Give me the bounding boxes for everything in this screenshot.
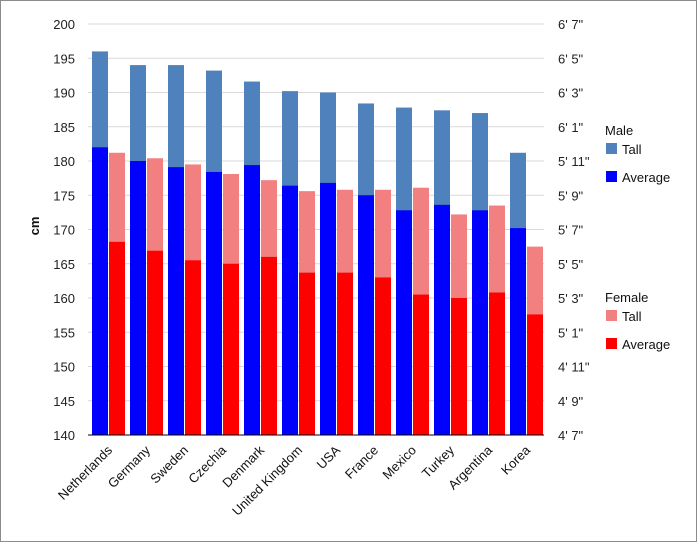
- y-tick-label: 145: [53, 394, 75, 409]
- bar-female-average: [147, 250, 163, 435]
- bars: [92, 51, 543, 436]
- y-tick-label: 190: [53, 86, 75, 101]
- y-tick-label: 160: [53, 291, 75, 306]
- bar-male-average: [434, 204, 450, 435]
- bar-male-average: [396, 210, 412, 435]
- y-tick-label: 185: [53, 120, 75, 135]
- y-tick-label: 140: [53, 428, 75, 443]
- bar-male-average: [472, 210, 488, 435]
- y2-tick-label: 5' 1": [558, 325, 584, 340]
- category-labels: NetherlandsGermanySwedenCzechiaDenmarkUn…: [55, 442, 534, 519]
- bar-male-average: [282, 185, 298, 435]
- legend-label: Average: [622, 337, 670, 352]
- y2-tick-label: 6' 5": [558, 51, 584, 66]
- legend-swatch: [606, 171, 617, 182]
- y2-tick-label: 5' 3": [558, 291, 584, 306]
- y2-tick-label: 6' 7": [558, 17, 584, 32]
- legend-swatch: [606, 310, 617, 321]
- y-tick-label: 165: [53, 257, 75, 272]
- y2-axis-ticks: 4' 7" 4' 9" 4' 11" 5' 1" 5' 3" 5' 5" 5' 7" 5' 9…: [558, 17, 590, 443]
- y2-tick-label: 6' 3": [558, 86, 584, 101]
- category-label: Korea: [498, 442, 534, 478]
- bar-female-average: [375, 277, 391, 435]
- bar-female-average: [489, 292, 505, 435]
- category-label: Mexico: [379, 443, 419, 483]
- bar-male-average: [130, 161, 146, 435]
- bar-female-average: [109, 241, 125, 435]
- legend-group-title: Male: [605, 123, 633, 138]
- bar-male-average: [92, 147, 108, 436]
- y-tick-label: 195: [53, 51, 75, 66]
- y2-tick-label: 5' 5": [558, 257, 584, 272]
- bar-female-average: [451, 298, 467, 435]
- y-tick-label: 175: [53, 188, 75, 203]
- y-tick-label: 155: [53, 325, 75, 340]
- legend-swatch: [606, 338, 617, 349]
- legend-label: Tall: [622, 142, 642, 157]
- y-axis-label: cm: [27, 217, 42, 236]
- legend-swatch: [606, 143, 617, 154]
- bar-male-average: [320, 182, 336, 435]
- y-tick-label: 170: [53, 223, 75, 238]
- y2-tick-label: 6' 1": [558, 120, 584, 135]
- bar-male-average: [510, 228, 526, 435]
- bar-female-average: [527, 314, 543, 435]
- y2-tick-label: 5' 7": [558, 223, 584, 238]
- category-label: USA: [314, 442, 344, 472]
- y2-tick-label: 4' 7": [558, 428, 584, 443]
- y2-tick-label: 4' 11": [558, 360, 590, 375]
- legend-group-title: Female: [605, 290, 648, 305]
- bar-male-average: [206, 171, 222, 435]
- bar-female-average: [299, 272, 315, 435]
- category-label: France: [342, 443, 381, 482]
- category-label: Sweden: [147, 443, 191, 487]
- bar-female-average: [185, 260, 201, 435]
- gridlines: [88, 23, 544, 436]
- category-label: United Kingdom: [229, 443, 305, 519]
- y-tick-label: 150: [53, 360, 75, 375]
- bar-male-average: [168, 167, 184, 436]
- category-label: Germany: [105, 442, 154, 491]
- legend: Male Tall Average Female Tall Average: [605, 123, 670, 352]
- bar-female-average: [413, 294, 429, 435]
- y2-tick-label: 4' 9": [558, 394, 584, 409]
- bar-male-average: [358, 195, 374, 435]
- legend-label: Average: [622, 170, 670, 185]
- y-axis-ticks: 140 145 150 155 160 165 170 175 180 185 190 195 200: [53, 17, 75, 443]
- y-tick-label: 200: [53, 17, 75, 32]
- y2-tick-label: 5' 11": [558, 154, 590, 169]
- legend-label: Tall: [622, 309, 642, 324]
- bar-female-average: [261, 256, 277, 435]
- bar-male-average: [244, 165, 260, 436]
- y2-tick-label: 5' 9": [558, 188, 584, 203]
- category-label: Netherlands: [55, 442, 116, 503]
- bar-female-average: [337, 272, 353, 435]
- bar-female-average: [223, 263, 239, 435]
- y-tick-label: 180: [53, 154, 75, 169]
